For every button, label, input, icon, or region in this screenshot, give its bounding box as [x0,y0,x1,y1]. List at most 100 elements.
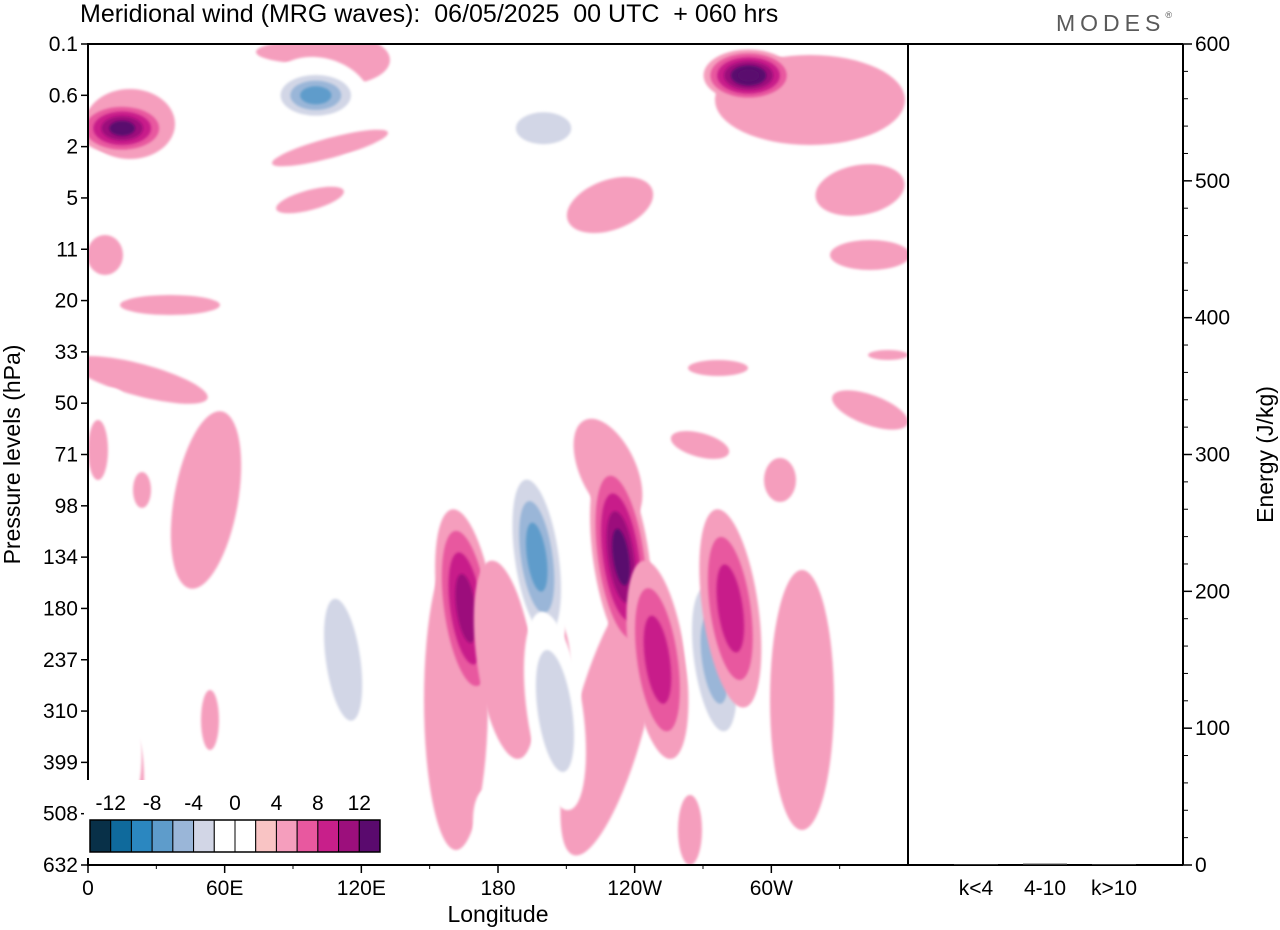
contour-blob [818,437,842,453]
y-tick-label: 399 [43,751,78,774]
colorbar-swatch [89,819,112,853]
contour-blob [340,152,400,168]
contour-feature [716,564,745,653]
chart-title: Meridional wind (MRG waves): 06/05/2025 … [80,0,779,28]
contour-blob [520,366,552,398]
contour-feature [473,560,536,759]
energy-category-label: k>10 [1091,877,1137,900]
y-tick-label: 310 [43,700,78,723]
logo-text: MODES [1056,10,1166,36]
colorbar-label: 12 [348,792,371,815]
contour-blob [276,186,344,214]
contour-blob [570,49,710,111]
contour-blob [295,349,345,361]
contour-blob [688,360,748,376]
energy-tick-label: 400 [1195,307,1230,330]
contour-blob [678,795,702,865]
colorbar-label: 8 [312,792,324,815]
energy-bars: k<4 4-10 k>10 [954,863,1137,900]
contour-blob [170,411,242,589]
contour-blob [225,88,265,112]
y-tick-label: 71 [55,444,78,467]
energy-bar [1023,863,1067,865]
contour-blob [88,58,138,78]
contour-blob [868,350,908,360]
energy-tick-label: 100 [1195,717,1230,740]
colorbar-swatch [130,819,153,853]
y-tick-label: 237 [43,649,78,672]
colorbar-frame [89,819,381,853]
y-tick-label: 20 [55,290,78,313]
contour-blob [670,431,730,459]
contour-blob [764,458,796,502]
colorbar-swatch [193,819,215,853]
contour-field [88,44,908,865]
energy-tick-label: 200 [1195,580,1230,603]
contour-blob [133,472,151,508]
energy-tick-label: 0 [1195,854,1207,877]
colorbar-swatch [110,819,132,853]
colorbar-swatch [296,819,319,853]
y-tick-label: 5 [66,187,78,210]
contour-feature [88,611,142,811]
contour-blob [208,144,252,172]
contour-blob [770,570,834,830]
energy-axis-title: Energy (J/kg) [1252,386,1278,523]
colorbar-label: 4 [271,792,283,815]
colorbar-label: -8 [143,792,162,815]
energy-bar [1092,864,1136,865]
y-tick-label: 0.1 [49,33,78,56]
x-tick-label: 0 [82,877,94,900]
x-axis-title: Longitude [447,901,548,927]
contour-blob [88,420,108,480]
modes-logo: MODES® [1056,10,1172,37]
contour-blob [473,790,497,850]
y-tick-label: 134 [43,546,78,569]
y-tick-label: 11 [56,238,78,261]
contour-blob [832,390,908,430]
energy-bar [954,864,998,865]
x-tick-label: 60W [750,877,793,900]
contour-blob [280,560,310,680]
contour-feature [643,615,672,704]
energy-category-label: 4-10 [1024,877,1066,900]
contour-feature [300,86,332,105]
colorbar-label: -12 [96,792,126,815]
contour-feature [515,112,572,145]
colorbar-swatch [151,819,174,853]
contour-blob [236,515,264,585]
colorbar-label: 0 [229,792,241,815]
colorbar-swatch [358,819,381,853]
contour-feature [535,650,575,773]
contour-blob [271,129,389,167]
contour-blob [815,164,905,216]
y-tick-label: 632 [43,854,78,877]
colorbar-swatch [275,819,298,853]
y-tick-label: 33 [55,341,78,364]
contour-blob [868,640,892,760]
x-tick-label: 60E [206,877,243,900]
contour-feature [455,573,477,643]
energy-category-label: k<4 [959,877,994,900]
contour-blob [566,176,654,234]
contour-blob [295,291,325,301]
energy-tick-label: 500 [1195,170,1230,193]
contour-blob [832,452,888,588]
contour-blob [95,388,125,412]
energy-tick-label: 300 [1195,444,1230,467]
contour-blob [120,295,220,315]
contour-feature [324,598,363,721]
y-tick-label: 98 [55,495,78,518]
y-tick-label: 0.6 [49,84,78,107]
y-tick-label: 180 [43,597,78,620]
contour-blob [620,98,740,142]
contour-feature [612,528,630,586]
x-tick-label: 120W [607,877,662,900]
contour-blob [460,214,550,270]
y-tick-label: 508 [43,803,78,826]
colorbar-swatch [172,819,195,853]
contour-feature [737,69,760,82]
contour-blob [680,200,760,220]
contour-blob [201,690,219,750]
